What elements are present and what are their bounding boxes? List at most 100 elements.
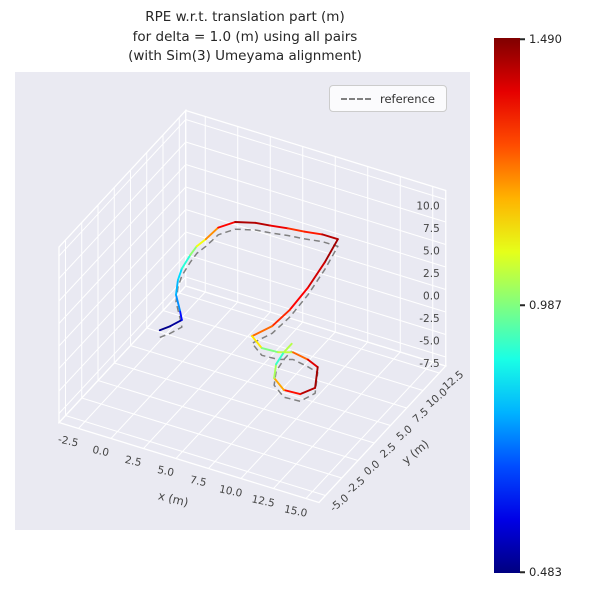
trajectory-segment bbox=[299, 386, 317, 396]
trajectory-segment bbox=[204, 226, 220, 241]
gridline bbox=[114, 362, 375, 444]
trajectory-segment bbox=[307, 261, 326, 289]
y-tick-label: 12.5 bbox=[441, 369, 467, 393]
gridline bbox=[58, 164, 187, 302]
gridline bbox=[58, 186, 187, 324]
gridline bbox=[185, 254, 446, 335]
x-tick-label: -2.5 bbox=[57, 434, 80, 450]
x-tick-label: 2.5 bbox=[124, 454, 143, 469]
reference-dashed-line-sample bbox=[341, 97, 371, 100]
gridline bbox=[130, 345, 391, 426]
gridline bbox=[305, 361, 434, 499]
trajectory-segment bbox=[303, 230, 324, 236]
gridline bbox=[110, 301, 239, 439]
title-line-2: for delta = 1.0 (m) using all pairs bbox=[132, 28, 358, 45]
colorbar-tick-min-mark bbox=[520, 571, 525, 573]
trajectory-segment bbox=[282, 389, 302, 396]
gridline bbox=[58, 276, 187, 414]
trajectory-segment bbox=[189, 245, 198, 256]
trajectory-segment bbox=[180, 254, 192, 270]
z-tick-label: -5.0 bbox=[419, 336, 440, 348]
colorbar-tick-mid-mark bbox=[520, 304, 525, 306]
z-tick-label: 5.0 bbox=[423, 246, 440, 258]
gridline bbox=[185, 119, 446, 200]
gridline bbox=[162, 310, 424, 391]
right-pane bbox=[185, 109, 447, 367]
x-tick-label: 0.0 bbox=[91, 444, 110, 459]
trajectory-segment bbox=[288, 286, 309, 311]
z-tick-label: 7.5 bbox=[423, 223, 440, 235]
colorbar-tick-mid: 0.987 bbox=[529, 298, 562, 312]
gridline bbox=[78, 291, 206, 429]
gridline bbox=[58, 119, 187, 257]
gridline bbox=[175, 321, 304, 459]
reference-trajectory bbox=[159, 228, 339, 403]
trajectory-segment bbox=[175, 279, 179, 296]
trajectory-segment bbox=[234, 221, 257, 224]
gridline bbox=[185, 231, 446, 313]
x-tick-label: 7.5 bbox=[189, 474, 208, 489]
gridline bbox=[185, 141, 446, 223]
colorbar bbox=[494, 38, 520, 573]
title-line-1: RPE w.r.t. translation part (m) bbox=[145, 9, 345, 25]
gridline bbox=[185, 209, 446, 290]
trajectory-segment bbox=[321, 233, 339, 241]
y-tick-label: -5.0 bbox=[328, 492, 351, 514]
z-tick-label: 0.0 bbox=[423, 291, 440, 303]
z-tick-label: 10.0 bbox=[416, 201, 439, 213]
colorbar-tick-max-mark bbox=[520, 38, 525, 40]
x-tick-label: 10.0 bbox=[218, 483, 243, 500]
trajectory-segment bbox=[217, 221, 237, 229]
gridline bbox=[240, 341, 369, 479]
gridline bbox=[185, 276, 446, 358]
trajectory-segment bbox=[307, 358, 319, 369]
gridline bbox=[58, 141, 187, 279]
z-tick-label: 2.5 bbox=[423, 268, 440, 280]
x-tick-label: 5.0 bbox=[156, 464, 175, 479]
trajectory-segment bbox=[273, 377, 285, 391]
trajectory-segment bbox=[251, 335, 263, 350]
legend-label: reference bbox=[380, 91, 435, 106]
trajectory-segment bbox=[273, 363, 278, 379]
gridline bbox=[179, 292, 440, 374]
trajectory-segment bbox=[254, 221, 272, 227]
y-tick-label: 5.0 bbox=[394, 423, 415, 443]
legend: reference bbox=[329, 85, 447, 112]
plot-title: RPE w.r.t. translation part (m) for delt… bbox=[0, 8, 490, 67]
gridline bbox=[81, 397, 342, 479]
trajectory-segment bbox=[195, 238, 207, 248]
trajectory-segment bbox=[292, 351, 309, 361]
trajectory-segment bbox=[275, 351, 285, 366]
y-tick-label: 0.0 bbox=[362, 458, 383, 478]
y-tick-label: 2.5 bbox=[378, 441, 399, 461]
colorbar-tick-max: 1.490 bbox=[529, 32, 562, 46]
x-tick-label: 15.0 bbox=[283, 503, 308, 520]
trajectory-segment bbox=[271, 308, 291, 328]
trajectory-segment bbox=[251, 325, 274, 338]
colorbar-tick-min: 0.483 bbox=[529, 565, 562, 579]
gridline bbox=[65, 415, 326, 496]
trajectory-segment bbox=[178, 309, 183, 321]
trajectory-segment bbox=[323, 238, 339, 264]
gridline bbox=[58, 231, 187, 369]
gridline bbox=[273, 351, 401, 489]
x-tick-label: 12.5 bbox=[250, 493, 275, 510]
gridline bbox=[58, 209, 187, 347]
z-tick-label: -2.5 bbox=[419, 313, 440, 325]
gridline bbox=[208, 331, 336, 469]
title-line-3: (with Sim(3) Umeyama alignment) bbox=[128, 48, 362, 65]
trajectory-segment bbox=[176, 267, 183, 281]
gridline bbox=[58, 254, 187, 392]
y-tick-label: 7.5 bbox=[411, 406, 432, 426]
trajectory-segment bbox=[286, 227, 306, 233]
trajectory-segment bbox=[282, 342, 293, 354]
gridline bbox=[185, 186, 446, 268]
gridline bbox=[97, 380, 359, 461]
gridline bbox=[185, 164, 446, 245]
trajectory-segment bbox=[260, 347, 279, 354]
gridline bbox=[143, 311, 271, 449]
z-tick-label: -7.5 bbox=[419, 358, 440, 370]
gridline bbox=[146, 327, 407, 409]
